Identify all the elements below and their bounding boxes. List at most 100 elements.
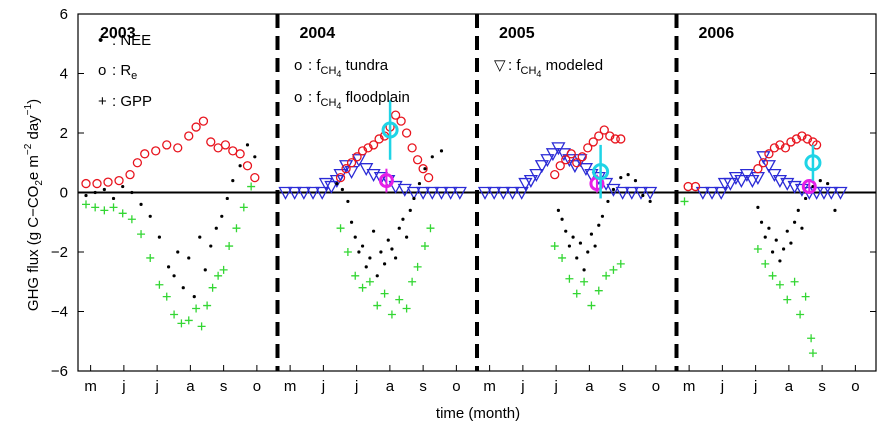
legend-text: : R	[112, 62, 131, 79]
nee-point	[408, 208, 412, 212]
nee-point	[84, 193, 88, 198]
legend-sub2: 4	[336, 69, 341, 79]
ch4-modeled-point	[496, 186, 511, 200]
gpp-point	[336, 224, 345, 233]
re-point	[588, 137, 598, 147]
nee-point	[430, 155, 434, 159]
gpp-point	[408, 277, 417, 286]
gpp-point	[162, 292, 171, 301]
ch4-floodplain-point	[381, 121, 399, 139]
ch4-modeled-point	[723, 177, 738, 191]
gpp-point	[402, 304, 411, 313]
y-tick-label: −4	[51, 304, 68, 321]
nee-point	[357, 250, 361, 254]
legend-sub: CH	[321, 97, 337, 109]
nee-point	[763, 235, 767, 239]
nee-point	[567, 244, 572, 248]
ch4-modeled-point	[514, 186, 529, 200]
nee-point	[556, 208, 561, 212]
x-tick-label: o	[851, 378, 859, 395]
gpp-point	[127, 215, 136, 224]
legend-text2: modeled	[541, 57, 603, 74]
legend-sub: e	[131, 70, 137, 82]
gpp-point	[170, 310, 179, 319]
re-point	[335, 172, 346, 183]
re-point	[566, 149, 576, 159]
y-tick-label: 2	[60, 125, 68, 142]
ch4-modeled-point	[434, 186, 449, 200]
gpp-point	[239, 203, 248, 212]
x-tick-label: a	[386, 378, 395, 395]
re-point	[125, 169, 135, 180]
re-point	[140, 149, 150, 159]
legend-entry: ▽: fCH4 modeled	[494, 57, 603, 79]
nee-point	[198, 235, 202, 239]
x-tick-label: j	[520, 378, 524, 395]
gpp-point	[413, 262, 422, 271]
legend-label: : fCH4 tundra	[308, 57, 389, 79]
x-tick-label: j	[553, 378, 557, 395]
x-tick-label: j	[321, 378, 325, 395]
nee-point	[130, 190, 134, 195]
re-point	[242, 161, 253, 171]
x-tick-label: j	[753, 378, 757, 395]
gpp-point	[146, 253, 155, 262]
x-axis-label: time (month)	[436, 405, 520, 422]
gpp-point	[775, 280, 784, 289]
gpp-point	[580, 277, 589, 286]
gpp-point	[602, 271, 611, 280]
legend-label: : Re	[112, 62, 137, 82]
year-label: 2003	[100, 25, 136, 42]
nee-point	[192, 295, 196, 299]
nee-point	[166, 265, 171, 269]
y-tick-label: 6	[60, 6, 68, 23]
legend-text2: tundra	[341, 57, 388, 74]
ch4-modeled-point	[505, 186, 520, 200]
legend-symbol: o	[294, 57, 302, 74]
nee-point	[756, 205, 760, 209]
gpp-point	[109, 203, 118, 212]
legend-text: : f	[508, 57, 521, 74]
re-point	[786, 137, 796, 147]
re-point	[363, 143, 373, 153]
re-point	[418, 164, 428, 174]
nee-point	[560, 217, 564, 221]
legend-label: : NEE	[112, 32, 151, 49]
re-point	[599, 125, 609, 135]
re-point	[605, 131, 615, 141]
ch4-modeled-point	[704, 186, 720, 200]
re-point	[103, 177, 113, 187]
gpp-point	[558, 253, 567, 262]
nee-point	[390, 247, 394, 251]
nee-point	[833, 208, 837, 212]
ch4-modeled-point	[518, 177, 533, 191]
gpp-point	[790, 277, 799, 286]
legend-text: : f	[308, 89, 321, 106]
re-point	[374, 134, 384, 144]
gpp-point	[380, 289, 389, 298]
nee-point	[789, 241, 793, 245]
nee-point	[203, 268, 207, 272]
re-point	[753, 164, 763, 174]
ch4-modeled-point	[287, 186, 302, 200]
svg-text:GHG flux (g C−CO2e m−2 day−1): GHG flux (g C−CO2e m−2 day−1)	[23, 99, 45, 311]
nee-point	[340, 187, 344, 192]
nee-point	[157, 235, 161, 239]
nee-point	[606, 199, 610, 204]
re-point	[423, 172, 434, 183]
re-point	[191, 122, 201, 132]
ch4-modeled-point	[452, 186, 467, 200]
nee-point	[111, 196, 116, 201]
re-point	[769, 143, 780, 153]
y-label-sup1: −2	[23, 143, 34, 155]
ch4-modeled-point	[318, 177, 333, 191]
ch4-modeled-point	[443, 186, 458, 200]
x-tick-label: j	[354, 378, 358, 395]
legend-entry: •: NEE	[98, 32, 151, 49]
year-label: 2004	[300, 25, 336, 42]
re-point	[594, 131, 604, 141]
legend-text: : f	[308, 57, 321, 74]
nee-point	[564, 229, 568, 233]
x-tick-label: o	[253, 378, 261, 395]
